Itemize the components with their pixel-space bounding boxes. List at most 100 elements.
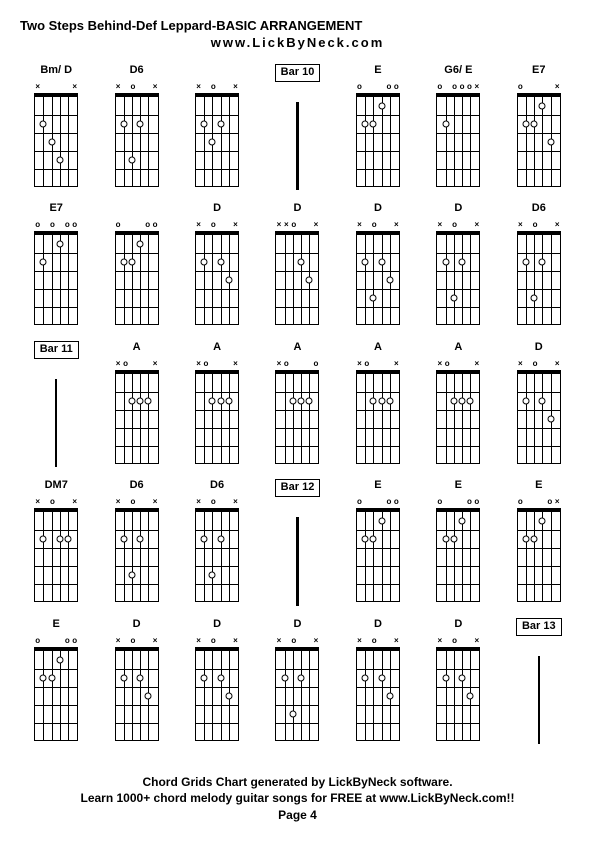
fret-line bbox=[437, 115, 479, 116]
finger-dot bbox=[201, 121, 208, 128]
fret-line bbox=[35, 307, 77, 308]
chord-diagram: Eooo bbox=[20, 618, 92, 744]
string-markers: ooo bbox=[356, 497, 400, 507]
fret-line bbox=[437, 723, 479, 724]
chord-diagram: D×o× bbox=[422, 202, 494, 328]
string-marker: × bbox=[115, 82, 122, 92]
string-marker: × bbox=[473, 636, 480, 646]
chord-diagram: D6×o× bbox=[100, 64, 172, 190]
finger-dot bbox=[298, 259, 305, 266]
chord-box: o× bbox=[517, 82, 561, 187]
string-line bbox=[293, 235, 294, 324]
fret-line bbox=[116, 548, 158, 549]
fretboard bbox=[115, 370, 159, 464]
string-line bbox=[446, 651, 447, 740]
chord-diagram: Eooo bbox=[342, 64, 414, 190]
string-markers: ×o× bbox=[115, 359, 159, 369]
fret-line bbox=[437, 289, 479, 290]
string-line bbox=[542, 97, 543, 186]
string-marker bbox=[144, 359, 151, 369]
chord-label: D bbox=[294, 202, 302, 218]
fret-line bbox=[116, 151, 158, 152]
fret-line bbox=[437, 548, 479, 549]
fretboard bbox=[275, 647, 319, 741]
string-marker bbox=[217, 497, 224, 507]
finger-dot bbox=[40, 536, 47, 543]
fretboard bbox=[115, 647, 159, 741]
string-line bbox=[534, 512, 535, 601]
page-title: Two Steps Behind-Def Leppard-BASIC ARRAN… bbox=[20, 18, 575, 33]
string-line bbox=[132, 512, 133, 601]
fret-line bbox=[518, 289, 560, 290]
string-marker: × bbox=[393, 220, 400, 230]
fret-line bbox=[437, 584, 479, 585]
fret-line bbox=[196, 548, 238, 549]
fretboard bbox=[356, 231, 400, 325]
string-line bbox=[43, 235, 44, 324]
finger-dot bbox=[209, 139, 216, 146]
string-line bbox=[382, 374, 383, 463]
fret-line bbox=[35, 253, 77, 254]
string-line bbox=[285, 651, 286, 740]
finger-dot bbox=[56, 241, 63, 248]
string-marker: o bbox=[49, 497, 56, 507]
string-markers: ×o× bbox=[436, 636, 480, 646]
fret-line bbox=[276, 428, 318, 429]
chord-box: ooo bbox=[356, 497, 400, 602]
fret-line bbox=[357, 133, 399, 134]
finger-dot bbox=[137, 241, 144, 248]
string-marker bbox=[385, 220, 392, 230]
string-line bbox=[229, 97, 230, 186]
string-marker: o bbox=[129, 497, 136, 507]
string-markers: ×o× bbox=[517, 220, 561, 230]
string-marker: o bbox=[152, 220, 159, 230]
string-marker bbox=[539, 359, 546, 369]
footer-line-2: Learn 1000+ chord melody guitar songs fo… bbox=[0, 790, 595, 807]
string-marker bbox=[371, 82, 378, 92]
string-marker bbox=[137, 82, 144, 92]
fret-line bbox=[196, 687, 238, 688]
string-line bbox=[551, 235, 552, 324]
bar-marker: Bar 13 bbox=[503, 618, 575, 744]
string-markers: ×o× bbox=[195, 82, 239, 92]
string-line bbox=[60, 97, 61, 186]
chord-diagram: E7oooo bbox=[20, 202, 92, 328]
string-marker bbox=[49, 82, 56, 92]
string-line bbox=[526, 512, 527, 601]
string-marker: o bbox=[202, 359, 209, 369]
string-marker: × bbox=[115, 636, 122, 646]
fret-line bbox=[276, 723, 318, 724]
string-marker bbox=[225, 497, 232, 507]
fretboard bbox=[517, 508, 561, 602]
chord-box: ×o× bbox=[275, 636, 319, 741]
string-marker: o bbox=[71, 636, 78, 646]
string-markers: ×oo bbox=[275, 359, 319, 369]
fret-line bbox=[518, 151, 560, 152]
finger-dot bbox=[370, 536, 377, 543]
string-line bbox=[221, 97, 222, 186]
string-markers: ×o× bbox=[195, 359, 239, 369]
string-marker bbox=[459, 636, 466, 646]
string-line bbox=[542, 235, 543, 324]
fretboard bbox=[275, 370, 319, 464]
string-line bbox=[124, 374, 125, 463]
fret-line bbox=[276, 307, 318, 308]
string-marker bbox=[524, 220, 531, 230]
fret-line bbox=[276, 705, 318, 706]
string-line bbox=[454, 512, 455, 601]
string-line bbox=[446, 374, 447, 463]
string-marker bbox=[122, 82, 129, 92]
string-line bbox=[124, 235, 125, 324]
fretboard bbox=[436, 508, 480, 602]
string-marker bbox=[64, 497, 71, 507]
chord-diagram: E7o× bbox=[503, 64, 575, 190]
string-marker bbox=[144, 636, 151, 646]
string-line bbox=[43, 512, 44, 601]
string-marker bbox=[210, 359, 217, 369]
string-line bbox=[365, 512, 366, 601]
finger-dot bbox=[450, 536, 457, 543]
string-marker: × bbox=[275, 359, 282, 369]
fret-line bbox=[518, 169, 560, 170]
fret-line bbox=[437, 253, 479, 254]
chord-box: ×o× bbox=[436, 220, 480, 325]
